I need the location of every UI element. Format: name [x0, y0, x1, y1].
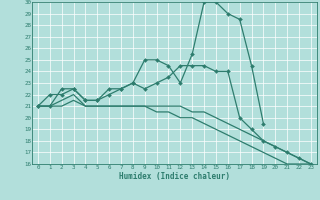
X-axis label: Humidex (Indice chaleur): Humidex (Indice chaleur): [119, 172, 230, 181]
